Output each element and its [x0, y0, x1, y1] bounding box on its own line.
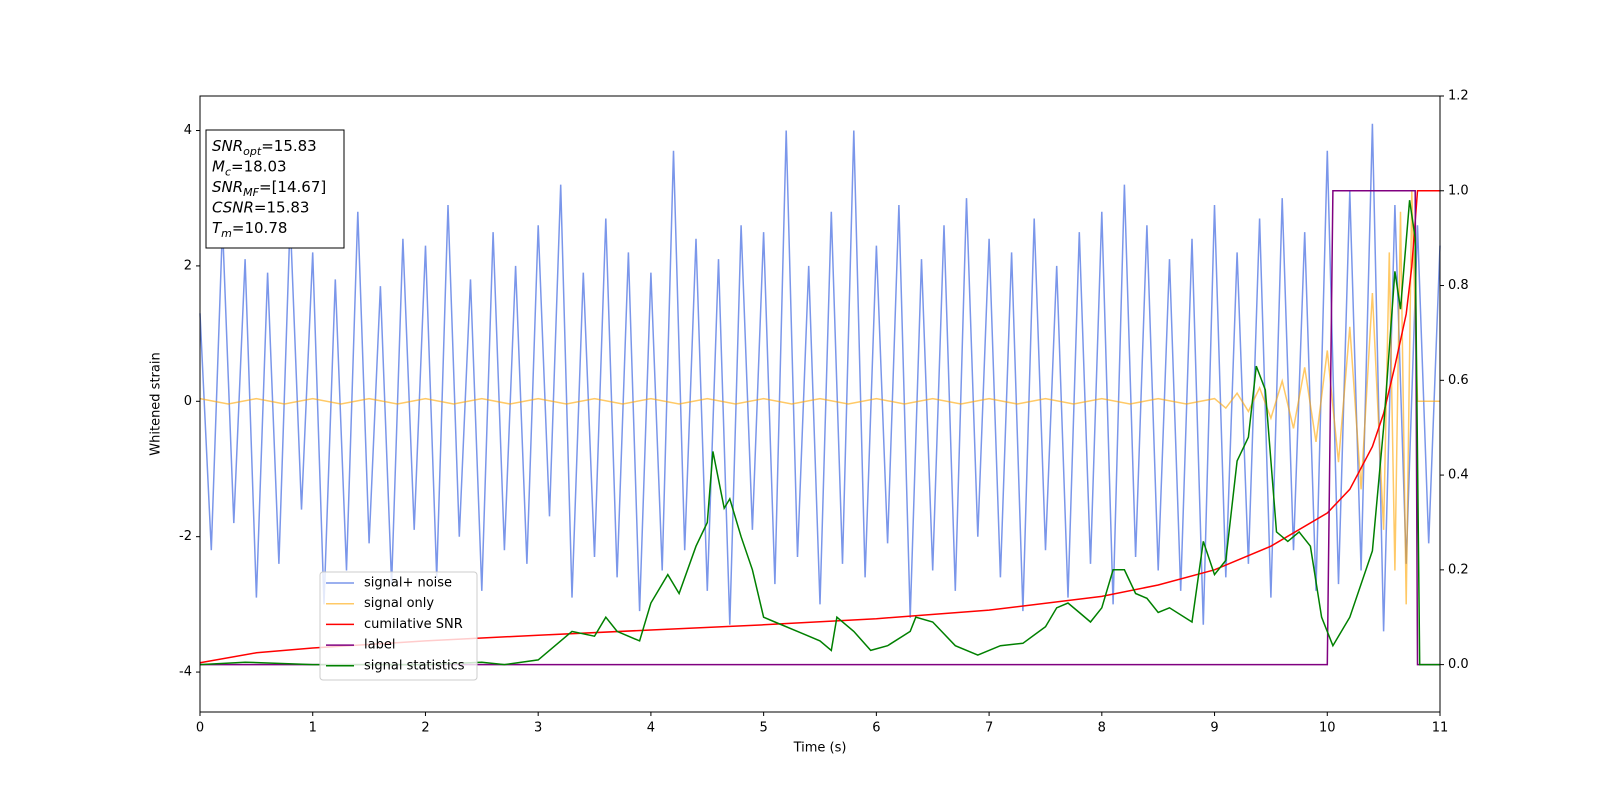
info-line: Tm=10.78: [212, 219, 287, 240]
info-value: =18.03: [231, 158, 287, 176]
info-name: M: [212, 158, 225, 176]
legend-label: signal only: [364, 596, 434, 611]
info-value: =15.83: [261, 137, 317, 155]
info-line: CSNR=15.83: [212, 199, 309, 217]
x-tick-label: 3: [534, 721, 542, 736]
info-line: SNRMF=[14.67]: [212, 178, 326, 199]
x-tick-label: 10: [1319, 721, 1336, 736]
x-tick-label: 4: [647, 721, 655, 736]
x-tick-label: 6: [872, 721, 880, 736]
legend-frame: [319, 571, 478, 681]
x-tick-label: 2: [421, 721, 429, 736]
x-tick-label: 0: [196, 721, 204, 736]
x-tick-label: 1: [309, 721, 317, 736]
y2-tick-label: 1.0: [1448, 183, 1469, 198]
legend-label: cumilative SNR: [364, 617, 463, 632]
series-line: [199, 190, 1440, 664]
x-tick-label: 8: [1098, 721, 1106, 736]
info-sub: c: [225, 166, 231, 179]
plot-area: [199, 123, 1441, 666]
y-tick-label: 4: [184, 123, 192, 138]
y2-tick-label: 0.4: [1448, 468, 1469, 483]
info-line: Mc=18.03: [212, 158, 287, 179]
info-name: SNR: [212, 137, 243, 155]
series-line: [199, 123, 1441, 632]
x-tick-label: 9: [1210, 721, 1218, 736]
info-sub: MF: [243, 186, 259, 199]
x-axis-label: Time (s): [793, 741, 847, 756]
info-sub: m: [221, 227, 232, 240]
y-tick-label: 0: [184, 394, 192, 409]
x-tick-label: 5: [759, 721, 767, 736]
y2-tick-label: 0.6: [1448, 373, 1469, 388]
y-axis-label: Whitened strain: [149, 352, 164, 455]
info-box-frame: [205, 129, 345, 249]
x-tick-label: 11: [1432, 721, 1449, 736]
legend-label: signal+ noise: [364, 576, 452, 591]
x-tick-label: 7: [985, 721, 993, 736]
legend-label: signal statistics: [364, 658, 465, 673]
series-line: [199, 200, 1440, 666]
info-value: =[14.67]: [259, 178, 326, 196]
info-name: SNR: [212, 178, 243, 196]
series-line: [199, 191, 1440, 605]
info-sub: opt: [243, 145, 262, 158]
y-tick-label: -2: [179, 529, 192, 544]
info-name: T: [212, 219, 223, 237]
info-name: CSNR: [212, 199, 254, 217]
info-value: =10.78: [232, 219, 288, 237]
legend-label: label: [364, 638, 395, 653]
info-box: SNRopt=15.83Mc=18.03SNRMF=[14.67]CSNR=15…: [205, 129, 345, 249]
y2-tick-label: 0.2: [1448, 562, 1469, 577]
info-line: SNRopt=15.83: [212, 137, 317, 158]
info-value: =15.83: [254, 199, 310, 217]
y-tick-label: -4: [179, 665, 192, 680]
y-tick-label: 2: [184, 258, 192, 273]
legend: signal+ noise signal only cumilative SNR la…: [319, 571, 478, 681]
y2-tick-label: 0.0: [1448, 657, 1469, 672]
axes-frame: [199, 95, 1441, 713]
y2-tick-label: 1.2: [1448, 89, 1469, 104]
y2-tick-label: 0.8: [1448, 278, 1469, 293]
